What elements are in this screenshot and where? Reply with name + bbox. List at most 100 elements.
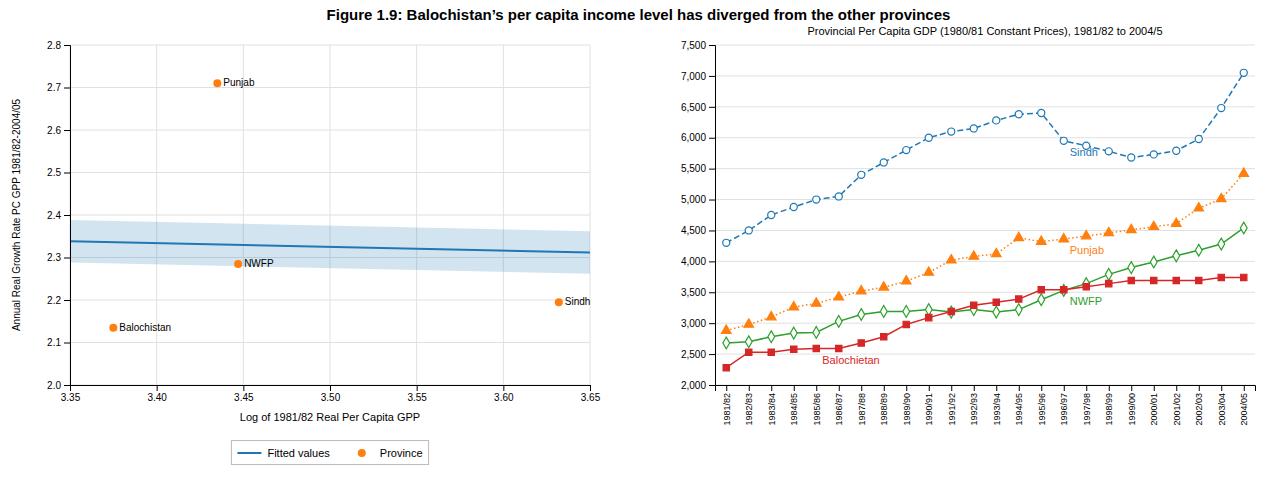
tick: 1985/86 <box>812 385 822 426</box>
tick-label: 1982/83 <box>744 393 754 426</box>
grid-line <box>715 75 1255 76</box>
marker <box>879 282 889 290</box>
tick-label: 1994/95 <box>1014 393 1024 426</box>
tick-label: 5,500 <box>681 163 706 174</box>
marker <box>946 255 956 263</box>
tick: 1986/87 <box>834 385 844 426</box>
grid-line <box>715 292 1255 293</box>
point-label: NWFP <box>244 258 274 269</box>
chart-title: Provincial Per Capita GDP (1980/81 Const… <box>807 25 1162 37</box>
tick-label: 1988/89 <box>879 393 889 426</box>
tick-label: 1984/85 <box>789 393 799 426</box>
tick-mark <box>243 385 244 391</box>
annotations: SindhPunjabNWFPBalochietan <box>822 146 1104 366</box>
tick-mark <box>709 107 715 108</box>
marker <box>1239 168 1249 176</box>
annotations: PunjabBalochistanNWFPSindh <box>119 77 590 332</box>
y-axis-title: Annual Real Growth Rate PC GPP 1981/82-2… <box>11 98 22 331</box>
marker <box>768 211 775 218</box>
tick-label: 1986/87 <box>834 393 844 426</box>
marker <box>969 251 979 259</box>
tick: 4,000 <box>681 256 715 267</box>
marker <box>768 349 774 355</box>
marker <box>723 337 730 349</box>
tick: 2.4 <box>47 210 70 221</box>
marker <box>1173 250 1180 262</box>
point <box>213 79 221 87</box>
marker <box>1218 238 1225 250</box>
legend-item: Province <box>358 447 423 459</box>
tick: 3.60 <box>494 385 514 403</box>
tick-mark <box>417 385 418 391</box>
tick-label: 7,000 <box>681 71 706 82</box>
tick: 1996/97 <box>1059 385 1069 426</box>
marker <box>1015 304 1022 316</box>
tick-label: 4,500 <box>681 225 706 236</box>
marker <box>971 302 977 308</box>
tick-label: 7,500 <box>681 40 706 51</box>
point-label: Balochistan <box>119 322 171 333</box>
marker <box>925 304 932 316</box>
grid-line <box>715 354 1255 355</box>
series-line <box>726 174 1244 331</box>
marker <box>1171 218 1181 226</box>
tick: 2.5 <box>47 167 70 178</box>
tick: 1988/89 <box>879 385 889 426</box>
grid-line <box>715 323 1255 324</box>
marker <box>1218 104 1225 111</box>
marker <box>813 196 820 203</box>
marker <box>1241 274 1247 280</box>
tick-mark <box>1199 385 1200 391</box>
tick-label: 2002/03 <box>1194 393 1204 426</box>
tick: 3,500 <box>681 287 715 298</box>
marker <box>1195 244 1202 256</box>
marker <box>926 314 932 320</box>
series-label: NWFP <box>1070 295 1102 307</box>
tick-label: 3.45 <box>234 392 254 403</box>
tick-mark <box>157 385 158 391</box>
marker <box>813 327 820 339</box>
grid-line <box>70 300 590 301</box>
marker <box>858 171 865 178</box>
point <box>555 298 563 306</box>
tick-mark <box>709 76 715 77</box>
y-axis: 2.02.12.22.32.42.52.62.72.8 <box>47 40 70 391</box>
tick-mark <box>996 385 997 391</box>
tick-label: 3,500 <box>681 287 706 298</box>
tick-mark <box>749 385 750 391</box>
grid-line <box>70 87 590 88</box>
tick: 2.0 <box>47 380 70 391</box>
x-axis-title: Log of 1981/82 Real Per Capita GPP <box>240 411 420 423</box>
tick: 2.1 <box>47 337 70 348</box>
tick-mark <box>951 385 952 391</box>
tick-mark <box>816 385 817 391</box>
tick: 2004/05 <box>1239 385 1249 426</box>
tick-mark <box>709 200 715 201</box>
tick-label: 1999/00 <box>1127 393 1137 426</box>
tick: 3.45 <box>234 385 254 403</box>
grid-line <box>715 199 1255 200</box>
marker <box>768 331 775 343</box>
tick: 5,500 <box>681 163 715 174</box>
axis-line <box>709 46 716 386</box>
tick-mark <box>1176 385 1177 391</box>
marker <box>1196 277 1202 283</box>
series-label: Sindh <box>1070 146 1098 158</box>
marker <box>789 302 799 310</box>
tick-label: 2.0 <box>47 380 61 391</box>
point <box>234 260 242 268</box>
figure-title: Figure 1.9: Balochistan’s per capita inc… <box>327 6 951 23</box>
tick-mark <box>861 385 862 391</box>
tick-mark <box>709 323 715 324</box>
tick: 2000/01 <box>1149 385 1159 426</box>
tick-label: 1983/84 <box>767 393 777 426</box>
tick-mark <box>709 45 715 46</box>
grid-line <box>715 261 1255 262</box>
grid-line <box>70 342 590 343</box>
plot-area <box>70 79 590 331</box>
tick-mark <box>794 385 795 391</box>
axis-line <box>71 386 591 392</box>
marker <box>835 315 842 327</box>
tick-label: 2.7 <box>47 82 61 93</box>
tick-label: 1996/97 <box>1059 393 1069 426</box>
